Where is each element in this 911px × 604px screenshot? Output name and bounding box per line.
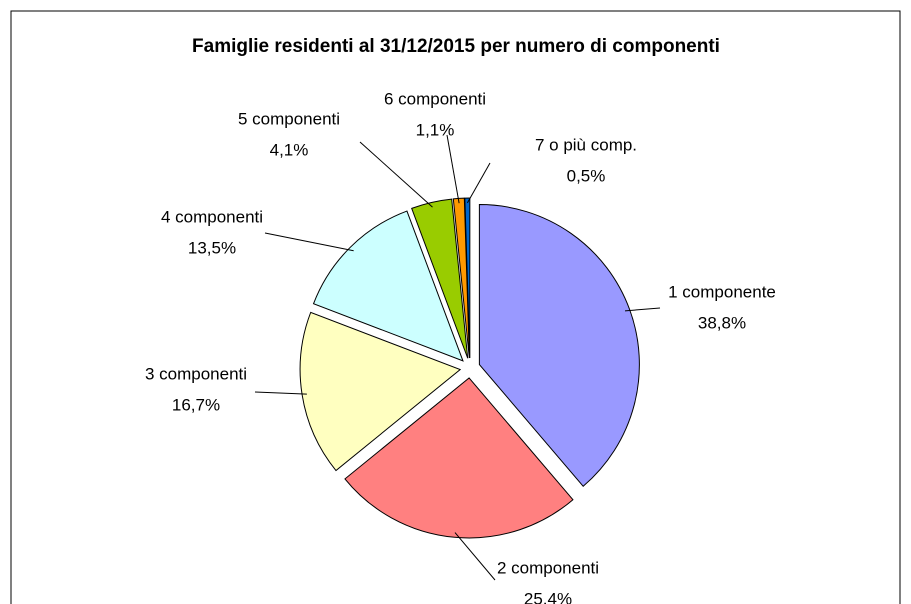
pie-slice [411,198,469,359]
slice-label: 2 componenti [497,558,599,577]
leader-line [446,134,460,204]
leader-line [359,141,433,208]
slice-label: 1 componente [668,282,776,301]
chart-frame [10,10,901,604]
leader-line [254,391,307,395]
chart-title: Famiglie residenti al 31/12/2015 per num… [192,36,720,57]
pie-slice [312,210,464,362]
slice-value-label: 16,7% [172,395,220,414]
pie-slice [452,197,470,359]
slice-label: 5 componenti [238,109,340,128]
slice-value-label: 4,1% [270,140,309,159]
slice-label: 6 componenti [384,89,486,108]
slice-value-label: 25,4% [524,589,572,604]
slice-label: 3 componenti [145,364,247,383]
pie-slice [344,377,574,539]
leader-line [264,232,354,252]
slice-value-label: 0,5% [567,166,606,185]
slice-value-label: 38,8% [698,313,746,332]
slice-label: 4 componenti [161,207,263,226]
leader-line [454,532,496,581]
slice-label: 7 o più comp. [535,135,637,154]
slice-value-label: 1,1% [416,120,455,139]
slice-value-label: 13,5% [188,238,236,257]
leader-line [624,307,661,312]
pie-slice [478,204,640,487]
leader-line [466,162,491,204]
pie-slice [299,311,462,472]
